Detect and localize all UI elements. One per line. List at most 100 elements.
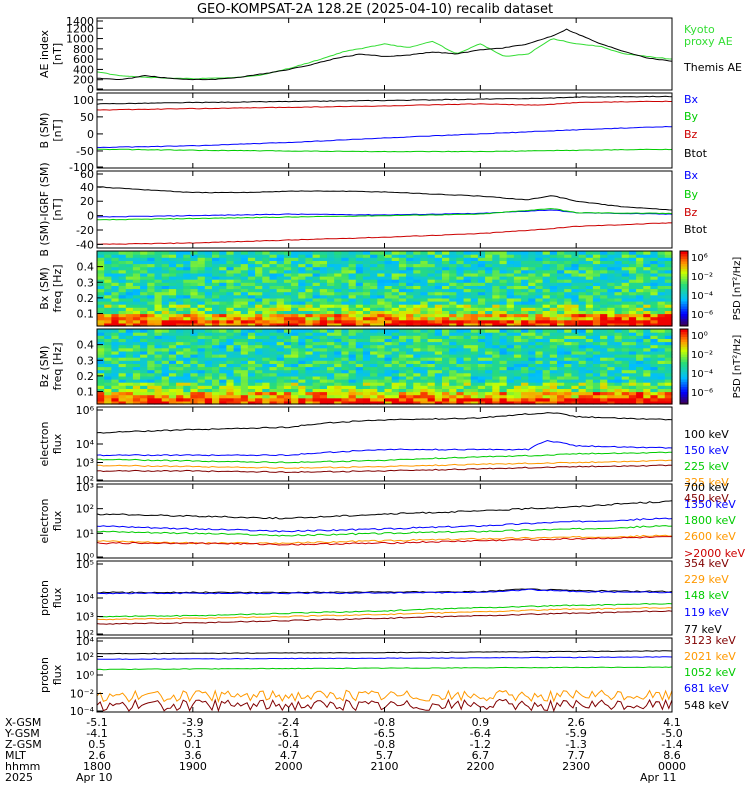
heatmap-cell xyxy=(190,366,199,371)
y-tick-label: 10³ xyxy=(76,611,94,624)
heatmap-cell xyxy=(334,382,342,386)
heatmap-cell xyxy=(449,341,457,346)
heatmap-cell xyxy=(341,294,350,299)
heatmap-cell xyxy=(585,344,594,349)
heatmap-cell xyxy=(413,322,422,327)
heatmap-cell xyxy=(319,335,328,339)
heatmap-cell xyxy=(161,282,170,286)
heatmap-cell xyxy=(283,310,292,315)
heatmap-cell xyxy=(427,354,436,358)
heatmap-cell xyxy=(585,294,594,299)
heatmap-cell xyxy=(298,372,307,377)
heatmap-cell xyxy=(341,391,350,396)
heatmap-cell xyxy=(370,379,378,383)
heatmap-cell xyxy=(97,282,105,286)
heatmap-cell xyxy=(513,291,522,296)
heatmap-cell xyxy=(312,369,321,374)
heatmap-cell xyxy=(240,372,249,377)
heatmap-cell xyxy=(312,301,321,305)
heatmap-cell xyxy=(183,382,192,386)
heatmap-cell xyxy=(456,363,465,368)
heatmap-cell xyxy=(327,291,335,296)
heatmap-cell xyxy=(384,285,393,290)
heatmap-cell xyxy=(97,347,105,352)
heatmap-cell xyxy=(118,379,127,383)
heatmap-cell xyxy=(398,372,407,377)
heatmap-cell xyxy=(125,363,134,368)
heatmap-cell xyxy=(204,304,213,308)
heatmap-cell xyxy=(355,329,364,333)
heatmap-cell xyxy=(664,297,673,302)
heatmap-cell xyxy=(636,266,644,271)
heatmap-cell xyxy=(413,272,422,277)
heatmap-cell xyxy=(427,310,436,315)
heatmap-cell xyxy=(298,357,307,361)
heatmap-cell xyxy=(499,394,508,399)
heatmap-cell xyxy=(499,322,508,327)
heatmap-cell xyxy=(147,254,156,258)
heatmap-cell xyxy=(327,379,335,383)
heatmap-cell xyxy=(456,357,465,361)
heatmap-cell xyxy=(499,388,508,393)
heatmap-cell xyxy=(477,354,486,358)
x-row-value: 5.7 xyxy=(376,749,394,762)
heatmap-cell xyxy=(327,276,335,280)
heatmap-cell xyxy=(362,297,371,302)
heatmap-cell xyxy=(477,288,486,293)
heatmap-cell xyxy=(535,379,544,383)
heatmap-cell xyxy=(664,254,673,258)
heatmap-cell xyxy=(470,385,479,389)
heatmap-cell xyxy=(247,319,256,324)
heatmap-cell xyxy=(255,338,263,343)
heatmap-cell xyxy=(104,322,112,327)
heatmap-cell xyxy=(377,285,386,290)
heatmap-cell xyxy=(542,335,551,339)
heatmap-cell xyxy=(190,251,199,255)
y-axis-label: B (SM) xyxy=(38,112,51,148)
heatmap-cell xyxy=(183,397,192,402)
heatmap-cell xyxy=(528,276,537,280)
heatmap-cell xyxy=(413,385,422,389)
heatmap-cell xyxy=(636,260,644,265)
x-row-value: -5.0 xyxy=(661,727,682,740)
heatmap-cell xyxy=(161,350,170,355)
heatmap-cell xyxy=(420,272,429,277)
heatmap-cell xyxy=(255,329,263,333)
heatmap-cell xyxy=(118,288,127,293)
heatmap-cell xyxy=(427,385,436,389)
heatmap-cell xyxy=(298,375,307,380)
heatmap-cell xyxy=(226,329,235,333)
heatmap-cell xyxy=(521,341,529,346)
heatmap-cell xyxy=(111,301,120,305)
heatmap-cell xyxy=(154,282,163,286)
heatmap-cell xyxy=(291,350,299,355)
heatmap-cell xyxy=(434,266,443,271)
heatmap-cell xyxy=(305,391,314,396)
heatmap-cell xyxy=(176,341,184,346)
heatmap-cell xyxy=(97,313,105,318)
heatmap-cell xyxy=(549,285,558,290)
heatmap-cell xyxy=(492,279,501,283)
heatmap-cell xyxy=(427,272,436,277)
heatmap-cell xyxy=(262,282,271,286)
heatmap-cell xyxy=(355,369,364,374)
heatmap-cell xyxy=(542,391,551,396)
heatmap-cell xyxy=(643,297,652,302)
heatmap-cell xyxy=(147,338,156,343)
heatmap-cell xyxy=(470,304,479,308)
heatmap-cell xyxy=(564,285,572,290)
heatmap-cell xyxy=(348,282,357,286)
heatmap-cell xyxy=(592,307,601,311)
heatmap-cell xyxy=(499,357,508,361)
heatmap-cell xyxy=(621,400,630,405)
heatmap-cell xyxy=(240,360,249,364)
heatmap-cell xyxy=(334,319,342,324)
heatmap-cell xyxy=(449,372,457,377)
heatmap-cell xyxy=(557,397,565,402)
heatmap-cell xyxy=(240,254,249,258)
heatmap-cell xyxy=(614,366,623,371)
heatmap-cell xyxy=(600,379,608,383)
heatmap-cell xyxy=(391,301,400,305)
heatmap-cell xyxy=(477,301,486,305)
heatmap-cell xyxy=(492,382,501,386)
